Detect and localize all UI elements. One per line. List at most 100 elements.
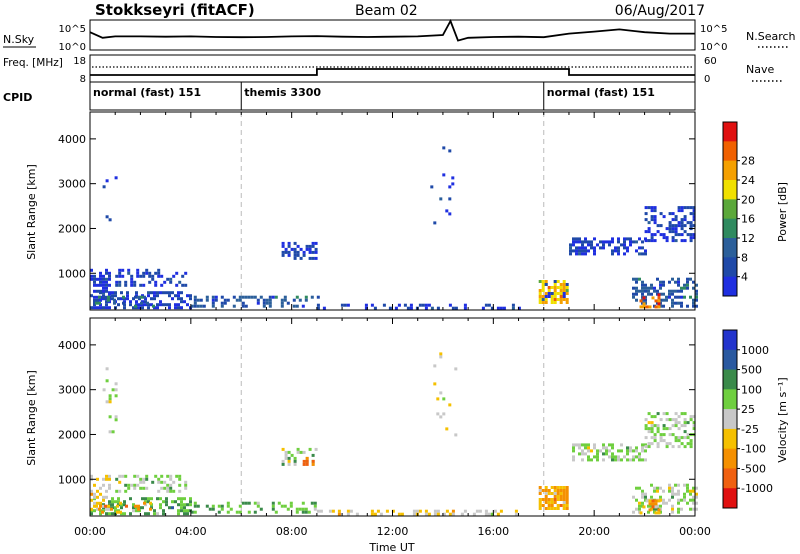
data-cell: [397, 303, 401, 307]
data-cell: [587, 249, 590, 253]
data-cell: [105, 179, 109, 183]
data-cell: [99, 277, 102, 281]
data-cell: [283, 298, 287, 302]
data-cell: [641, 446, 644, 450]
data-cell: [683, 412, 687, 416]
data-cell: [340, 303, 344, 307]
data-cell: [96, 306, 99, 310]
data-cell: [144, 512, 147, 516]
data-cell: [642, 505, 646, 509]
data-cell: [244, 304, 248, 308]
data-cell: [442, 146, 446, 150]
data-cell: [322, 306, 326, 310]
data-cell: [90, 498, 93, 502]
data-cell: [93, 492, 96, 496]
data-cell: [178, 477, 182, 481]
data-cell: [105, 400, 109, 404]
colorbar-frame: [722, 121, 738, 297]
data-cell: [108, 430, 112, 434]
data-cell: [565, 498, 569, 501]
data-cell: [108, 291, 111, 295]
colorbar-tick-label: 12: [741, 232, 755, 245]
data-cell: [538, 501, 542, 504]
data-cell: [163, 480, 167, 484]
data-cell: [575, 443, 578, 447]
data-cell: [550, 298, 554, 301]
data-cell: [689, 415, 693, 419]
data-cell: [651, 296, 655, 300]
data-cell: [632, 277, 635, 281]
data-cell: [683, 424, 687, 428]
data-cell: [181, 274, 185, 278]
data-cell: [99, 274, 102, 278]
data-cell: [284, 456, 288, 460]
data-cell: [448, 149, 452, 153]
data-cell: [677, 289, 680, 293]
data-cell: [281, 250, 285, 254]
data-cell: [677, 489, 680, 493]
data-cell: [635, 289, 638, 293]
data-cell: [136, 474, 140, 478]
data-cell: [644, 283, 647, 287]
data-cell: [657, 293, 661, 297]
data-cell: [189, 294, 192, 298]
data-cell: [93, 274, 96, 278]
data-cell: [124, 483, 128, 487]
data-cell: [93, 277, 96, 281]
data-cell: [662, 427, 666, 431]
data-cell: [623, 240, 626, 244]
data-cell: [293, 456, 297, 460]
data-cell: [177, 497, 180, 501]
colorbar-tick-label: 20: [741, 193, 755, 206]
data-cell: [695, 298, 698, 302]
data-cell: [496, 512, 500, 516]
data-cell: [665, 227, 669, 231]
x-tick-label: 04:00: [175, 525, 207, 538]
data-cell: [93, 295, 96, 299]
data-cell: [142, 477, 146, 481]
data-cell: [99, 280, 102, 284]
data-cell: [180, 306, 183, 310]
data-cell: [647, 230, 651, 234]
data-cell: [662, 424, 666, 428]
colorbar-segment: [723, 141, 737, 162]
colorbar-tick-label: -100: [741, 443, 766, 456]
data-cell: [695, 501, 698, 505]
data-cell: [587, 443, 590, 447]
data-cell: [656, 427, 660, 431]
data-cell: [98, 301, 101, 305]
data-cell: [296, 250, 300, 254]
colorbar-frame: [722, 329, 738, 509]
data-cell: [114, 388, 118, 392]
data-cell: [117, 497, 120, 501]
x-tick-label: 00:00: [679, 525, 711, 538]
data-cell: [305, 247, 309, 251]
data-cell: [193, 510, 197, 514]
data-cell: [139, 480, 143, 484]
data-cell: [189, 497, 192, 501]
data-cell: [602, 452, 605, 456]
data-cell: [316, 295, 320, 299]
data-cell: [421, 303, 425, 307]
y-tick-label: 2000: [58, 428, 86, 441]
data-cell: [328, 509, 332, 513]
data-cell: [653, 233, 657, 237]
data-cell: [683, 239, 687, 243]
data-cell: [686, 304, 689, 308]
data-cell: [553, 298, 557, 301]
data-cell: [143, 295, 146, 299]
y-tick-label: 1000: [58, 267, 86, 280]
data-cell: [114, 382, 118, 386]
data-cell: [596, 458, 599, 462]
data-cell: [268, 298, 272, 302]
data-cell: [115, 280, 119, 284]
data-cell: [196, 304, 200, 308]
data-cell: [478, 509, 482, 513]
data-cell: [162, 512, 165, 516]
data-cell: [379, 512, 383, 516]
data-cell: [451, 182, 455, 186]
data-cell: [695, 292, 698, 296]
data-cell: [99, 486, 102, 490]
data-cell: [108, 394, 112, 398]
data-cell: [484, 509, 488, 513]
